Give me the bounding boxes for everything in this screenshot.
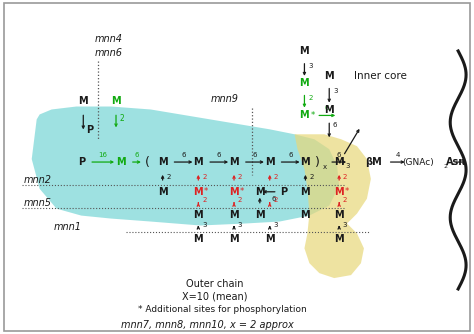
Text: 2: 2 — [238, 197, 242, 203]
Text: M: M — [116, 157, 126, 167]
Text: mnn9: mnn9 — [210, 94, 238, 104]
Text: M: M — [229, 234, 239, 244]
Text: *: * — [310, 111, 314, 120]
Text: 2: 2 — [238, 174, 242, 180]
Text: 3: 3 — [346, 163, 350, 169]
Text: (GNAc): (GNAc) — [402, 158, 434, 167]
Text: 2: 2 — [273, 174, 278, 180]
Text: 2: 2 — [273, 197, 278, 203]
Text: M: M — [193, 234, 203, 244]
Text: M: M — [158, 187, 167, 197]
Text: 2: 2 — [202, 174, 207, 180]
Text: mnn6: mnn6 — [94, 48, 122, 58]
Text: 2: 2 — [443, 164, 447, 169]
Text: M: M — [301, 210, 310, 219]
Polygon shape — [294, 134, 371, 278]
Text: M: M — [334, 210, 344, 219]
Text: 6: 6 — [337, 152, 341, 158]
Text: x: x — [323, 164, 328, 170]
Text: 6: 6 — [135, 152, 139, 158]
Text: X=10 (mean): X=10 (mean) — [182, 292, 248, 302]
Text: P: P — [78, 157, 85, 167]
Text: 2: 2 — [343, 174, 347, 180]
Text: M: M — [79, 96, 88, 106]
Text: 2: 2 — [309, 174, 314, 180]
Text: 16: 16 — [99, 152, 108, 158]
Text: Asn: Asn — [446, 157, 466, 167]
Text: 2: 2 — [202, 197, 207, 203]
Text: 4: 4 — [395, 152, 400, 158]
Text: mnn4: mnn4 — [94, 34, 122, 44]
Text: M: M — [324, 71, 334, 81]
Text: 6: 6 — [325, 106, 329, 112]
Text: mnn2: mnn2 — [24, 175, 52, 185]
Text: (: ( — [146, 156, 150, 169]
Text: *: * — [204, 187, 209, 196]
Text: 6: 6 — [288, 152, 293, 158]
Text: 6: 6 — [333, 122, 337, 128]
Text: 3: 3 — [273, 221, 278, 227]
Text: M: M — [324, 106, 334, 116]
Text: mnn7, mnn8, mnn10, x = 2 approx: mnn7, mnn8, mnn10, x = 2 approx — [121, 320, 294, 330]
Text: M: M — [193, 187, 203, 197]
Text: 3: 3 — [202, 221, 207, 227]
Text: Outer chain: Outer chain — [186, 279, 244, 289]
Text: 3: 3 — [333, 88, 337, 94]
Text: M: M — [193, 157, 203, 167]
Polygon shape — [32, 107, 339, 225]
Text: M: M — [193, 210, 203, 219]
Text: ): ) — [315, 156, 320, 169]
Text: M: M — [300, 111, 309, 121]
Text: 2: 2 — [308, 95, 312, 101]
Text: M: M — [255, 210, 264, 219]
Text: M: M — [334, 234, 344, 244]
Text: M: M — [300, 78, 309, 88]
Text: M: M — [301, 157, 310, 167]
Text: *: * — [240, 187, 244, 196]
Text: M: M — [265, 234, 274, 244]
Text: 3: 3 — [308, 63, 313, 69]
Text: 6: 6 — [217, 152, 221, 158]
Text: 2: 2 — [119, 114, 124, 123]
FancyBboxPatch shape — [4, 3, 470, 331]
Text: M: M — [255, 187, 264, 197]
Text: * Additional sites for phosphorylation: * Additional sites for phosphorylation — [138, 305, 307, 314]
Text: βM: βM — [365, 157, 382, 167]
Text: M: M — [334, 157, 344, 167]
Text: M: M — [158, 157, 167, 167]
Text: M: M — [301, 187, 310, 197]
Text: Inner core: Inner core — [354, 71, 407, 81]
Text: M: M — [300, 46, 309, 56]
Text: P: P — [280, 187, 287, 197]
Text: mnn5: mnn5 — [24, 198, 52, 208]
Text: 6: 6 — [272, 196, 276, 202]
Text: 6: 6 — [181, 152, 186, 158]
Text: M: M — [229, 157, 239, 167]
Text: M: M — [334, 187, 344, 197]
Text: M: M — [265, 157, 274, 167]
Text: 2: 2 — [166, 174, 171, 180]
Text: M: M — [229, 187, 239, 197]
Text: *: * — [345, 187, 349, 196]
Text: M: M — [229, 210, 239, 219]
Text: 3: 3 — [238, 221, 242, 227]
Text: 6: 6 — [253, 152, 257, 158]
Text: mnn1: mnn1 — [54, 222, 82, 232]
Text: 2: 2 — [343, 197, 347, 203]
Text: M: M — [111, 96, 121, 106]
Text: P: P — [86, 125, 93, 135]
Text: 3: 3 — [343, 221, 347, 227]
